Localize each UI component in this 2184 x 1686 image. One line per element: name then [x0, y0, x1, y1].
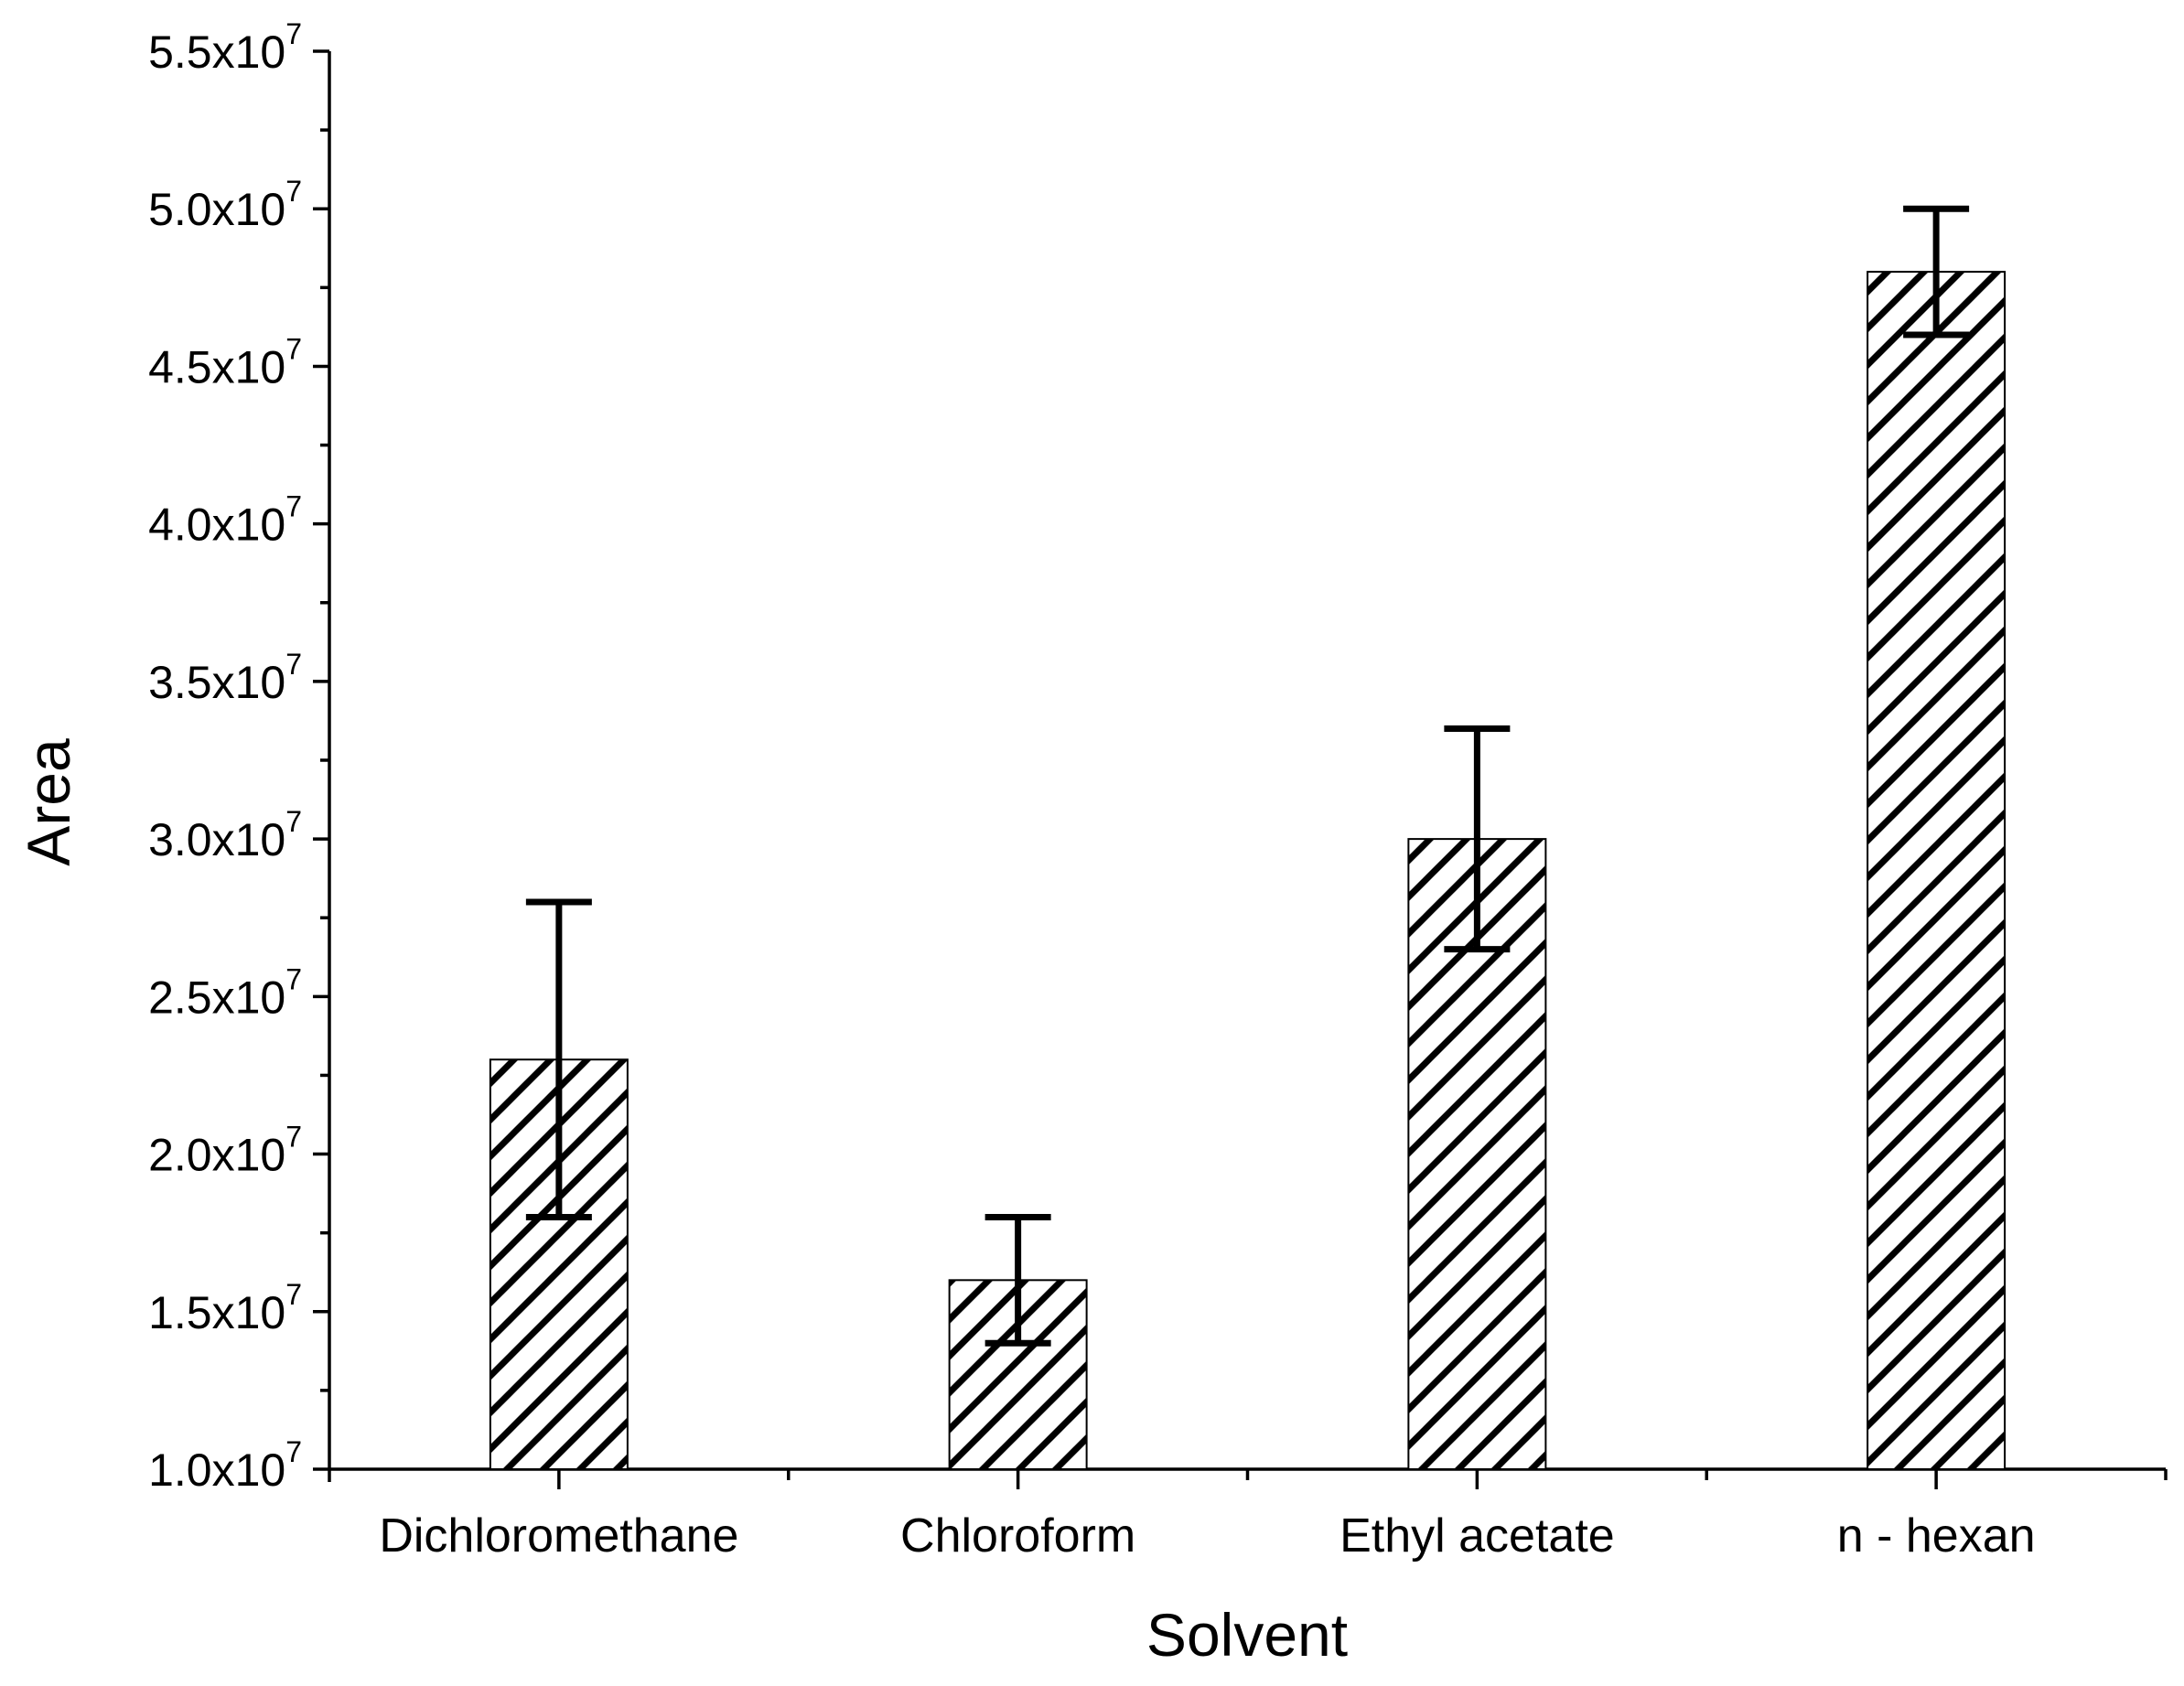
y-tick-label: 1.5x107: [148, 1278, 302, 1338]
y-tick-mantissa: 1.0x10: [148, 1444, 285, 1496]
y-tick-mantissa: 5.5x10: [148, 27, 285, 78]
x-category-label: Dichloromethane: [379, 1509, 738, 1563]
y-tick-mantissa: 3.0x10: [148, 814, 285, 865]
y-tick-mantissa: 2.5x10: [148, 972, 285, 1023]
bar-n-hexan: [1867, 271, 2006, 1471]
y-tick-mantissa: 4.5x10: [148, 341, 285, 392]
x-category-label: Chloroform: [900, 1509, 1135, 1563]
y-tick-exponent: 7: [285, 1121, 302, 1154]
y-tick-exponent: 7: [285, 17, 302, 50]
y-tick-exponent: 7: [285, 490, 302, 523]
x-axis: Dichloromethane Chloroform Ethyl acetate n …: [329, 1467, 2168, 1563]
y-tick-exponent: 7: [285, 962, 302, 995]
y-tick-mantissa: 2.0x10: [148, 1130, 285, 1181]
y-tick-exponent: 7: [285, 1278, 302, 1311]
y-tick-exponent: 7: [285, 332, 302, 365]
y-axis-title: Area: [15, 738, 82, 866]
y-tick-label: 5.0x107: [148, 175, 302, 235]
y-tick-label: 4.5x107: [148, 332, 302, 392]
y-tick-label: 2.0x107: [148, 1121, 302, 1181]
y-tick-label: 5.5x107: [148, 17, 302, 78]
y-tick-mantissa: 1.5x10: [148, 1287, 285, 1338]
y-axis: 1.0x1071.5x1072.0x1072.5x1073.0x1073.5x1…: [148, 17, 331, 1496]
x-axis-title: Solvent: [1146, 1601, 1348, 1669]
x-category-label: n - hexan: [1837, 1509, 2036, 1563]
y-tick-exponent: 7: [285, 175, 302, 208]
y-tick-label: 4.0x107: [148, 490, 302, 551]
y-tick-exponent: 7: [285, 805, 302, 838]
bars: [489, 271, 2006, 1471]
y-tick-label: 3.5x107: [148, 648, 302, 708]
y-tick-label: 2.5x107: [148, 962, 302, 1023]
error-bars: [525, 205, 1970, 1347]
y-tick-exponent: 7: [285, 648, 302, 681]
y-tick-exponent: 7: [285, 1435, 302, 1468]
y-tick-label: 3.0x107: [148, 805, 302, 865]
y-tick-mantissa: 4.0x10: [148, 499, 285, 551]
y-tick-label: 1.0x107: [148, 1435, 302, 1496]
y-tick-mantissa: 5.0x10: [148, 184, 285, 235]
y-tick-mantissa: 3.5x10: [148, 657, 285, 708]
x-category-label: Ethyl acetate: [1339, 1509, 1615, 1563]
